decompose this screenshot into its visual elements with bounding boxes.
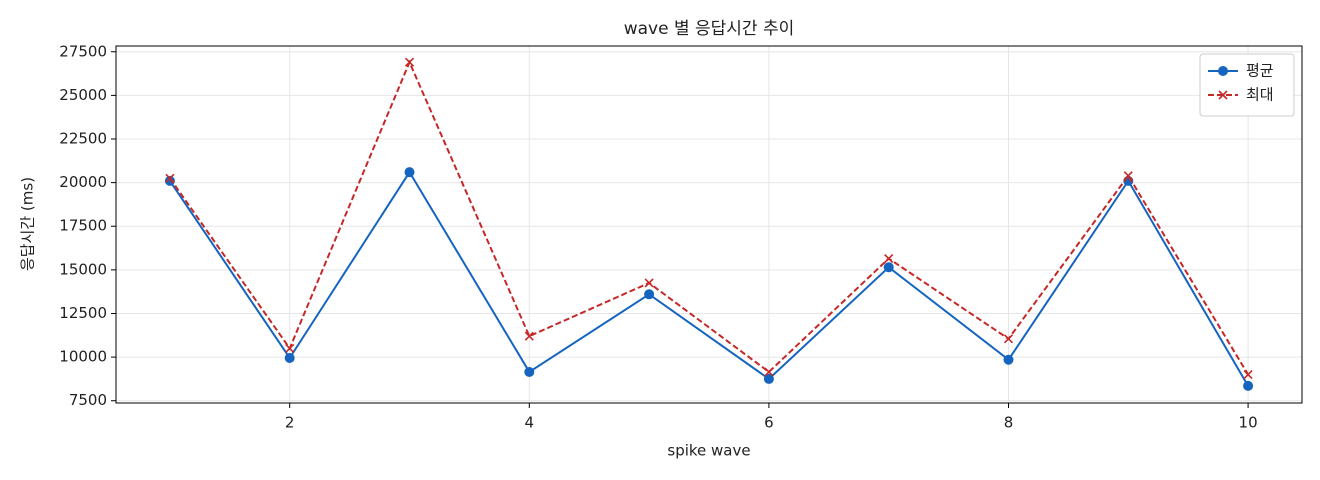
series-line <box>169 170 1249 387</box>
x-axis-label: spike wave <box>667 442 750 460</box>
y-tick-label: 7500 <box>69 391 107 409</box>
point <box>644 289 655 300</box>
y-tick-label: 17500 <box>59 217 107 235</box>
point <box>1003 334 1014 344</box>
series-line <box>169 59 1249 376</box>
point <box>524 331 534 341</box>
point <box>764 367 774 377</box>
y-tick-label: 20000 <box>59 173 107 191</box>
y-tick-label: 15000 <box>59 260 107 278</box>
point <box>883 262 894 273</box>
chart-title: wave 별 응답시간 추이 <box>624 19 795 39</box>
y-tick-label: 12500 <box>59 304 107 322</box>
point <box>1123 171 1133 181</box>
x-tick-label: 4 <box>525 414 535 432</box>
x-tick-label: 6 <box>764 414 774 432</box>
y-axis-label: 응답시간 (ms) <box>19 177 37 271</box>
legend-label: 평균 <box>1246 62 1274 80</box>
point <box>1243 369 1253 380</box>
point <box>1003 354 1014 365</box>
point <box>165 173 175 183</box>
x-tick-label: 8 <box>1004 414 1014 432</box>
point <box>763 373 774 384</box>
plot-frame <box>115 45 1303 404</box>
legend-marker <box>1218 90 1228 100</box>
y-tick-label: 27500 <box>59 42 107 60</box>
x-tick-label: 10 <box>1239 414 1258 432</box>
point <box>1243 380 1254 391</box>
y-tick-label: 22500 <box>59 130 107 148</box>
legend-label: 최대 <box>1246 86 1274 104</box>
point <box>524 366 535 377</box>
point <box>284 352 295 363</box>
y-tick-label: 25000 <box>59 86 107 104</box>
point <box>644 278 654 288</box>
point <box>404 57 415 67</box>
x-tick-label: 2 <box>285 414 295 432</box>
y-tick-label: 10000 <box>59 348 107 366</box>
point <box>404 167 415 178</box>
point <box>884 253 894 264</box>
legend-marker <box>1218 66 1228 76</box>
point <box>285 343 295 353</box>
